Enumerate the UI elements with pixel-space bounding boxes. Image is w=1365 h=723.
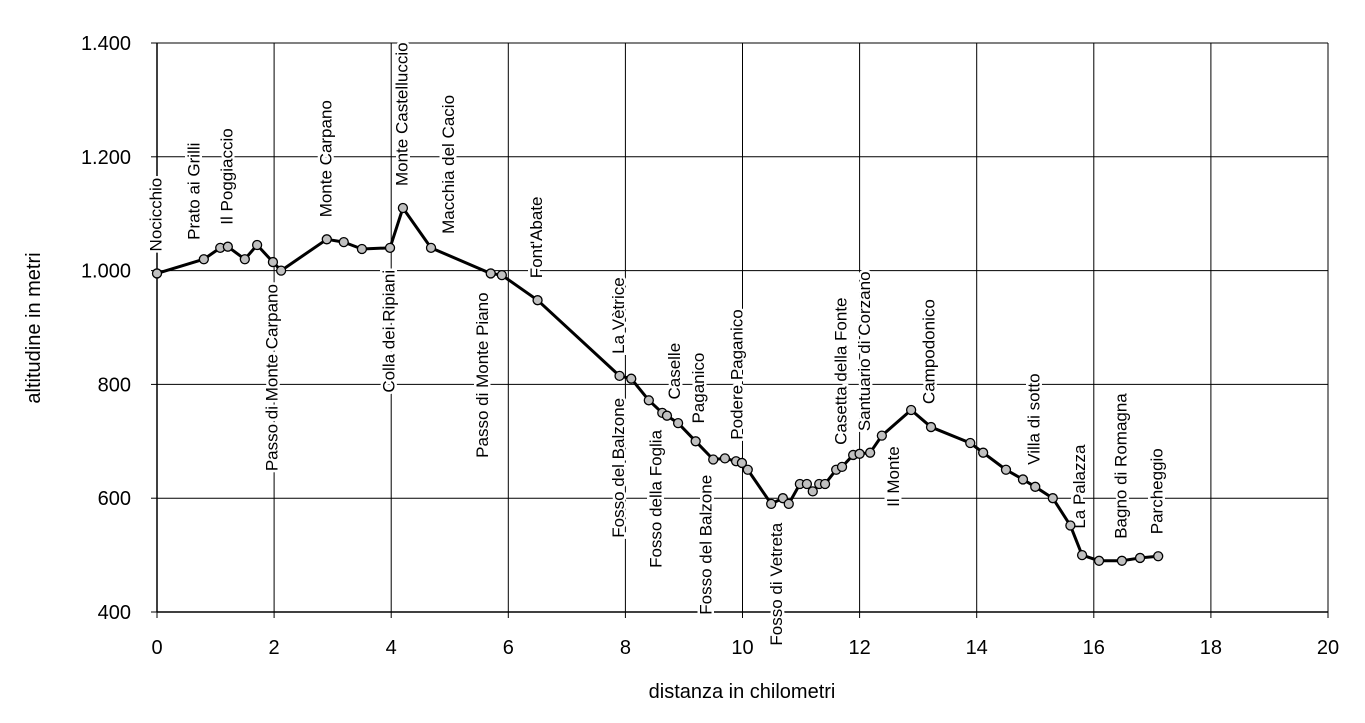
x-axis-title: distanza in chilometri: [649, 681, 836, 703]
x-tick-label: 0: [151, 637, 162, 659]
point: [736, 457, 748, 469]
annotation: Caselle: [665, 343, 684, 400]
point: [1134, 552, 1146, 564]
point: [876, 430, 887, 441]
point: [643, 395, 654, 406]
y-tick-label: 1.000: [81, 261, 131, 283]
annotation: Il Monte: [884, 446, 903, 506]
annotation: La Vètrice: [609, 277, 628, 354]
y-axis-title: altitudine in metri: [23, 252, 45, 403]
point: [1030, 481, 1041, 492]
point: [614, 370, 625, 382]
point: [626, 373, 637, 384]
point: [690, 436, 701, 447]
x-tick-label: 10: [731, 637, 753, 659]
annotation: Passo di Monte Carpano: [262, 284, 281, 471]
annotation: Macchia del Cacio: [439, 95, 458, 234]
point: [198, 254, 209, 265]
point: [661, 410, 673, 421]
annotation: Font'Abate: [527, 196, 546, 278]
annotation: Colla dei Ripiani: [380, 270, 399, 393]
annotation: Nocicchio: [146, 178, 165, 252]
point: [338, 236, 349, 248]
y-tick-label: 600: [98, 488, 131, 510]
x-tick-label: 16: [1083, 637, 1105, 659]
point: [275, 265, 287, 276]
y-tick-label: 1.200: [81, 147, 131, 169]
annotation: Villa di sotto: [1025, 373, 1044, 464]
x-tick-label: 8: [620, 637, 631, 659]
point: [905, 404, 917, 416]
annotation: Fosso della Foglia: [647, 429, 666, 568]
x-tick-label: 20: [1317, 637, 1339, 659]
point: [1076, 549, 1088, 561]
annotation: Santuario di Corzano: [855, 271, 874, 431]
point: [151, 268, 163, 279]
point: [925, 421, 937, 433]
point: [1116, 555, 1128, 566]
point: [965, 437, 976, 449]
y-tick-label: 800: [98, 374, 131, 396]
point: [672, 417, 684, 429]
x-tick-label: 14: [966, 637, 988, 659]
annotation: Podere Paganico: [727, 309, 746, 439]
point: [819, 478, 831, 490]
annotation: Il Poggiaccio: [217, 128, 236, 224]
point: [836, 461, 848, 473]
annotation: Passo di Monte Piano: [473, 292, 492, 457]
point: [397, 202, 409, 214]
point: [1153, 551, 1164, 562]
point: [708, 454, 719, 465]
annotation: Campodonico: [919, 299, 938, 404]
x-tick-label: 4: [386, 637, 397, 659]
point: [719, 453, 731, 464]
annotation: Fosso del Balzone: [696, 475, 715, 615]
point: [742, 464, 753, 475]
point: [321, 234, 332, 245]
point: [356, 243, 368, 255]
point: [222, 241, 233, 252]
annotation: Monte Carpano: [316, 100, 335, 217]
annotation: Casetta della Fonte: [832, 297, 851, 444]
point: [1000, 464, 1012, 475]
x-tick-label: 6: [503, 637, 514, 659]
annotation: Prato ai Grilli: [185, 143, 204, 240]
y-tick-label: 1.400: [81, 33, 131, 55]
point: [251, 239, 263, 251]
point: [977, 447, 989, 458]
point: [864, 447, 876, 458]
annotation: Bagno di Romagna: [1111, 393, 1130, 539]
y-tick-label: 400: [98, 602, 131, 624]
point: [783, 498, 794, 510]
point: [1017, 474, 1029, 485]
point: [807, 486, 818, 497]
annotation: Parcheggio: [1148, 448, 1167, 534]
point: [384, 242, 396, 253]
x-tick-label: 2: [269, 637, 280, 659]
x-tick-label: 12: [848, 637, 870, 659]
x-tick-label: 18: [1200, 637, 1222, 659]
point: [239, 254, 250, 265]
point: [766, 498, 777, 510]
point: [532, 295, 543, 306]
annotation: Paganico: [689, 353, 708, 424]
point: [1047, 493, 1058, 504]
point: [1065, 520, 1076, 531]
point: [801, 478, 813, 490]
annotation: La Palazza: [1070, 444, 1089, 529]
annotation: Monte Castelluccio: [392, 42, 411, 186]
annotation: Fosso del Balzone: [609, 398, 628, 538]
point: [485, 268, 496, 279]
point: [496, 270, 508, 281]
point: [1093, 555, 1105, 566]
point: [854, 448, 865, 459]
point: [425, 242, 437, 253]
annotation: Fosso di Vetreta: [767, 522, 786, 645]
point: [267, 256, 279, 268]
